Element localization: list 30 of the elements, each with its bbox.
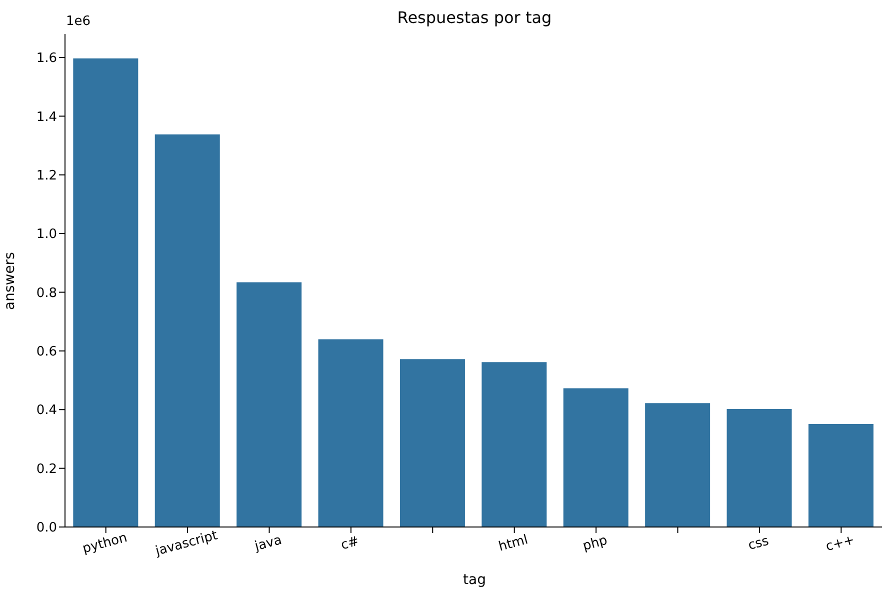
y-tick-label: 0.8 xyxy=(36,286,57,301)
x-tick-label: c# xyxy=(339,534,361,554)
x-axis-title: tag xyxy=(462,572,487,588)
x-tick-label: c++ xyxy=(824,532,856,555)
x-tick-label: java xyxy=(252,532,284,555)
y-tick-label: 1.2 xyxy=(36,168,57,184)
bar xyxy=(726,409,792,527)
y-tick-label: 1.6 xyxy=(36,51,57,66)
x-tick-label: html xyxy=(497,532,530,555)
text: 1e6 xyxy=(66,14,91,29)
chart-title: Respuestas por tag xyxy=(397,8,552,27)
bar xyxy=(645,403,710,527)
bar xyxy=(563,388,628,527)
x-tick-label: php xyxy=(581,533,610,554)
x-tick-label: python xyxy=(81,530,129,557)
y-tick-label: 1.0 xyxy=(36,227,57,242)
y-tick-label: 0.6 xyxy=(36,344,57,360)
y-tick-label: 0.4 xyxy=(36,403,57,418)
y-tick-label: 1.4 xyxy=(36,110,57,125)
bar xyxy=(236,282,302,527)
bar xyxy=(154,134,220,527)
bar xyxy=(400,359,465,527)
y-axis-title: answers xyxy=(2,252,18,310)
bar xyxy=(482,362,547,527)
y-tick-label: 0.0 xyxy=(36,520,57,536)
bar xyxy=(808,424,874,527)
x-tick-label: css xyxy=(746,534,771,554)
y-tick-label: 0.2 xyxy=(36,462,57,477)
bar xyxy=(73,58,138,527)
bar xyxy=(318,339,384,527)
